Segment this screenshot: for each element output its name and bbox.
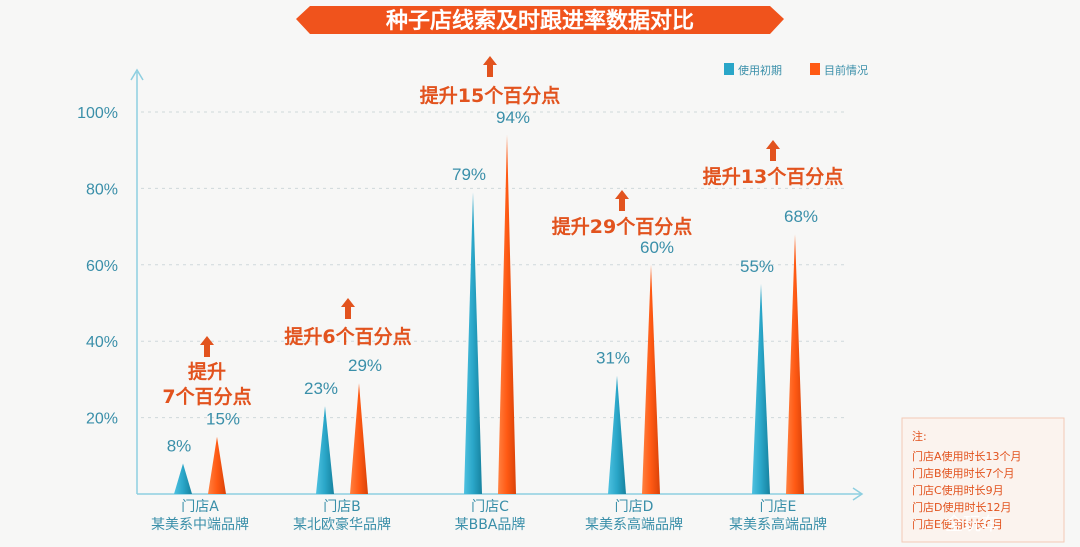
improvement-annotation: 提升29个百分点 [552, 190, 692, 238]
category-brand-label: 某北欧豪华品牌 [293, 516, 391, 533]
legend-swatch [724, 63, 734, 75]
up-arrow-icon [341, 298, 355, 319]
improvement-annotation: 提升6个百分点 [284, 298, 412, 348]
note-line: 门店E使用时长6月 [912, 517, 1003, 531]
value-label-current: 94% [496, 108, 530, 127]
bar-current [350, 383, 368, 494]
up-arrow-icon [766, 140, 780, 161]
bar-initial [316, 406, 334, 494]
axes: 20% 40% 60% 80% 100% [77, 68, 864, 501]
note-line: 门店C使用时长9月 [912, 483, 1004, 497]
category-brand-label: 某美系高端品牌 [729, 516, 827, 533]
value-labels: 8% 23% 79% 31% 55% 15% 29% 94% 60% 68% [167, 108, 818, 456]
watermark-text: 全玩车 [945, 514, 999, 535]
value-label-current: 60% [640, 238, 674, 257]
annotation-text: 提升6个百分点 [284, 325, 411, 348]
note-line: 门店D使用时长12月 [912, 500, 1011, 514]
bar-initial [752, 283, 770, 494]
note-heading: 注: [912, 429, 927, 443]
category-labels: 门店A某美系中端品牌门店B某北欧豪华品牌门店C某BBA品牌门店D某美系高端品牌门… [151, 499, 827, 533]
up-arrow-icon [483, 56, 497, 77]
annotation-text: 7个百分点 [162, 386, 251, 408]
category-brand-label: 某美系中端品牌 [151, 516, 249, 533]
bar-current [786, 234, 804, 495]
value-label-initial: 23% [304, 379, 338, 398]
improvement-annotation: 提升 7个百分点 [162, 336, 252, 408]
value-label-initial: 8% [167, 436, 192, 455]
note-box: 注: 门店A使用时长13个月门店B使用时长7个月门店C使用时长9月门店D使用时长1… [901, 417, 1065, 543]
category-store-label: 门店D [615, 499, 654, 515]
category-brand-label: 某美系高端品牌 [585, 516, 683, 533]
bar-initial [464, 192, 482, 494]
y-tick-label: 60% [86, 258, 118, 275]
y-tick-label: 40% [86, 334, 118, 351]
value-label-current: 15% [206, 410, 240, 429]
value-label-current: 29% [348, 356, 382, 375]
grid-lines [141, 111, 845, 419]
y-tick-label: 20% [86, 411, 118, 428]
y-axis-arrow [130, 68, 144, 81]
note-line: 门店B使用时长7个月 [912, 466, 1015, 480]
bar-current [498, 134, 516, 495]
y-tick-label: 100% [77, 105, 118, 122]
value-label-current: 68% [784, 207, 818, 226]
category-store-label: 门店C [471, 499, 509, 515]
bar-initial [174, 463, 192, 494]
chart-title-banner: 种子店线索及时跟进率数据对比 [296, 6, 784, 34]
improvement-annotation: 提升15个百分点 [420, 56, 560, 107]
legend-label: 目前情况 [824, 63, 868, 77]
watermark: 全玩车 [945, 514, 999, 535]
up-arrow-icon [615, 190, 629, 211]
legend-swatch [810, 63, 820, 75]
value-label-initial: 31% [596, 349, 630, 368]
bar-initial [608, 375, 626, 494]
annotation-text: 提升29个百分点 [552, 215, 692, 238]
bars [174, 134, 804, 495]
bar-current [642, 264, 660, 494]
up-arrow-icon [200, 336, 214, 357]
annotation-text: 提升15个百分点 [420, 84, 560, 107]
chart-title: 种子店线索及时跟进率数据对比 [386, 8, 694, 34]
title-banner-shape [296, 6, 784, 34]
value-label-initial: 55% [740, 257, 774, 276]
category-store-label: 门店E [760, 499, 797, 515]
category-store-label: 门店A [181, 499, 219, 515]
legend: 使用初期 目前情况 [724, 63, 868, 77]
note-box-frame [901, 417, 1065, 543]
legend-label: 使用初期 [738, 63, 782, 77]
x-axis-arrow [852, 487, 864, 501]
annotation-text: 提升 [188, 360, 226, 383]
improvement-annotation: 提升13个百分点 [703, 140, 843, 188]
bar-current [208, 436, 226, 494]
category-store-label: 门店B [323, 499, 361, 515]
category-brand-label: 某BBA品牌 [455, 516, 526, 533]
y-tick-label: 80% [86, 181, 118, 198]
note-line: 门店A使用时长13个月 [912, 449, 1022, 463]
annotation-text: 提升13个百分点 [703, 165, 843, 188]
value-label-initial: 79% [452, 165, 486, 184]
